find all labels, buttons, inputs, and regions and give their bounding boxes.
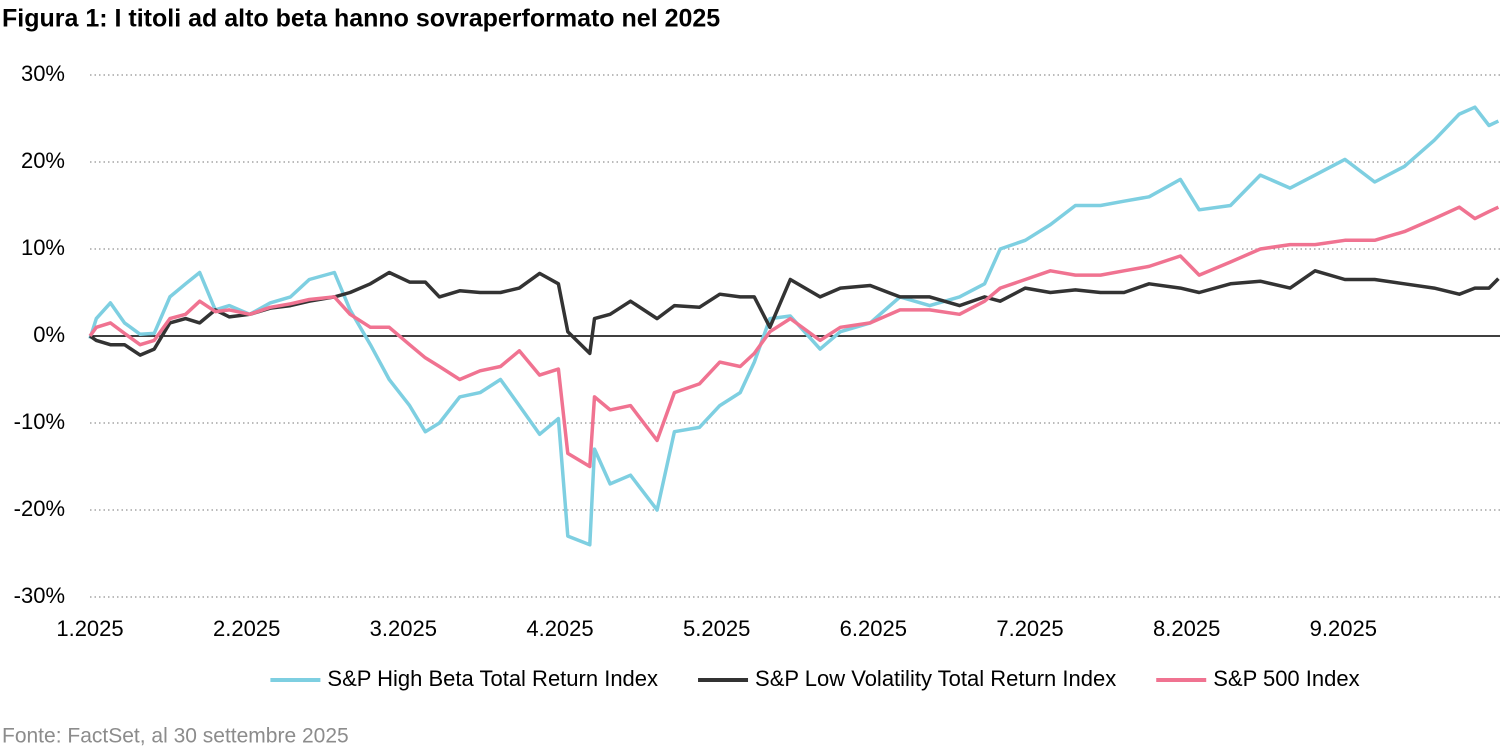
y-tick-label: 20% — [21, 148, 65, 173]
x-tick-label: 9.2025 — [1310, 616, 1377, 641]
y-tick-label: 0% — [33, 322, 65, 347]
x-tick-label: 4.2025 — [526, 616, 593, 641]
y-tick-label: -20% — [14, 496, 65, 521]
x-tick-label: 1.2025 — [56, 616, 123, 641]
x-tick-label: 8.2025 — [1153, 616, 1220, 641]
source-note: Fonte: FactSet, al 30 settembre 2025 — [2, 725, 349, 748]
x-tick-label: 2.2025 — [213, 616, 280, 641]
legend-label: S&P Low Volatility Total Return Index — [755, 666, 1116, 691]
legend-label: S&P High Beta Total Return Index — [327, 666, 658, 691]
y-tick-label: -30% — [14, 583, 65, 608]
series-line — [88, 205, 1500, 469]
y-tick-label: -10% — [14, 409, 65, 434]
y-tick-label: 30% — [21, 61, 65, 86]
x-tick-label: 3.2025 — [370, 616, 437, 641]
x-tick-label: 7.2025 — [996, 616, 1063, 641]
x-tick-label: 6.2025 — [840, 616, 907, 641]
series-line — [88, 105, 1500, 547]
chart-title: Figura 1: I titoli ad alto beta hanno so… — [2, 5, 720, 33]
legend-label: S&P 500 Index — [1213, 666, 1359, 691]
series-line — [88, 269, 1500, 357]
y-tick-label: 10% — [21, 235, 65, 260]
x-tick-label: 5.2025 — [683, 616, 750, 641]
